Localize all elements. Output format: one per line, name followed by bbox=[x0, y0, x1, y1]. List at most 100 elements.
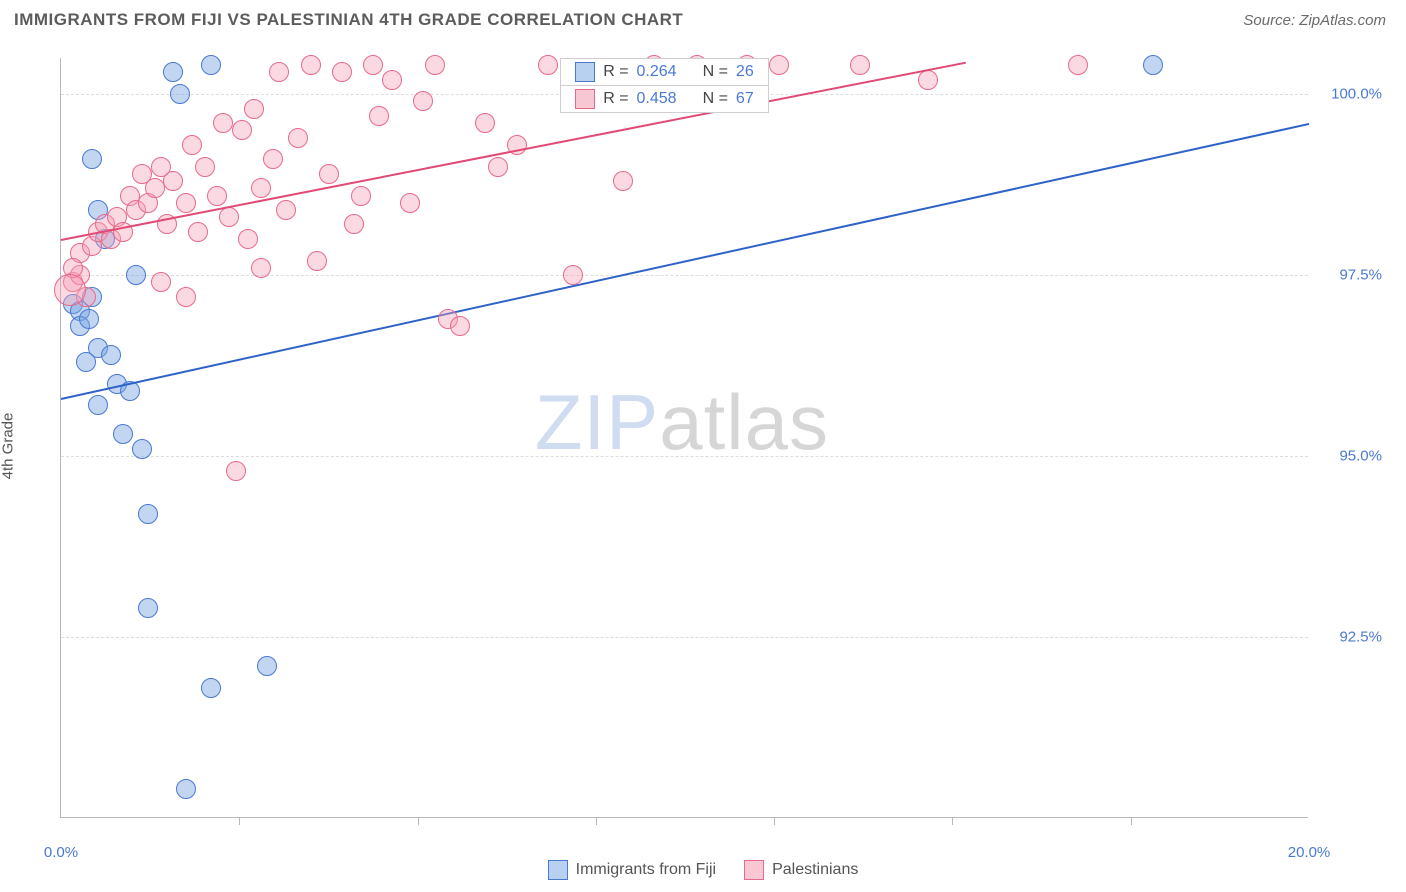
n-label: N = bbox=[703, 90, 728, 108]
x-tick bbox=[774, 817, 775, 825]
scatter-marker bbox=[251, 258, 271, 278]
scatter-marker bbox=[79, 309, 99, 329]
header: IMMIGRANTS FROM FIJI VS PALESTINIAN 4TH … bbox=[0, 0, 1406, 36]
legend-swatch bbox=[744, 860, 764, 880]
scatter-marker bbox=[918, 70, 938, 90]
scatter-marker bbox=[400, 193, 420, 213]
scatter-marker bbox=[344, 214, 364, 234]
scatter-marker bbox=[538, 55, 558, 75]
scatter-marker bbox=[288, 128, 308, 148]
scatter-marker bbox=[425, 55, 445, 75]
legend-label: Immigrants from Fiji bbox=[576, 861, 716, 879]
scatter-marker bbox=[319, 164, 339, 184]
scatter-marker bbox=[138, 598, 158, 618]
chart-container: 4th Grade ZIPatlas 92.5%95.0%97.5%100.0%… bbox=[14, 46, 1392, 846]
scatter-marker bbox=[151, 272, 171, 292]
scatter-marker bbox=[201, 55, 221, 75]
scatter-marker bbox=[251, 178, 271, 198]
legend-swatch bbox=[575, 89, 595, 109]
scatter-plot: ZIPatlas 92.5%95.0%97.5%100.0%0.0%20.0%R… bbox=[60, 58, 1308, 818]
scatter-marker bbox=[207, 186, 227, 206]
scatter-marker bbox=[613, 171, 633, 191]
r-label: R = bbox=[603, 63, 628, 81]
scatter-marker bbox=[1143, 55, 1163, 75]
n-label: N = bbox=[703, 63, 728, 81]
scatter-marker bbox=[269, 62, 289, 82]
x-tick-label: 0.0% bbox=[44, 844, 78, 861]
legend-label: Palestinians bbox=[772, 861, 858, 879]
scatter-marker bbox=[113, 424, 133, 444]
r-label: R = bbox=[603, 90, 628, 108]
scatter-marker bbox=[232, 120, 252, 140]
n-value: 67 bbox=[736, 90, 754, 108]
scatter-marker bbox=[1068, 55, 1088, 75]
y-axis-label: 4th Grade bbox=[0, 413, 17, 480]
scatter-marker bbox=[82, 149, 102, 169]
series-legend: Immigrants from Fiji Palestinians bbox=[0, 860, 1406, 880]
gridline bbox=[61, 637, 1308, 638]
scatter-marker bbox=[201, 678, 221, 698]
scatter-marker bbox=[363, 55, 383, 75]
x-tick bbox=[239, 817, 240, 825]
scatter-marker bbox=[132, 439, 152, 459]
legend-swatch bbox=[548, 860, 568, 880]
x-tick bbox=[418, 817, 419, 825]
scatter-marker bbox=[163, 171, 183, 191]
scatter-marker bbox=[213, 113, 233, 133]
scatter-marker bbox=[126, 265, 146, 285]
scatter-marker bbox=[54, 274, 86, 306]
y-tick-label: 100.0% bbox=[1331, 86, 1382, 103]
legend-item: Immigrants from Fiji bbox=[548, 860, 716, 880]
scatter-marker bbox=[351, 186, 371, 206]
scatter-marker bbox=[769, 55, 789, 75]
x-tick bbox=[1131, 817, 1132, 825]
scatter-marker bbox=[138, 504, 158, 524]
scatter-marker bbox=[176, 287, 196, 307]
scatter-marker bbox=[301, 55, 321, 75]
scatter-marker bbox=[276, 200, 296, 220]
gridline bbox=[61, 456, 1308, 457]
scatter-marker bbox=[450, 316, 470, 336]
scatter-marker bbox=[475, 113, 495, 133]
gridline bbox=[61, 275, 1308, 276]
scatter-marker bbox=[257, 656, 277, 676]
scatter-marker bbox=[163, 62, 183, 82]
scatter-marker bbox=[195, 157, 215, 177]
scatter-marker bbox=[170, 84, 190, 104]
scatter-marker bbox=[413, 91, 433, 111]
x-tick bbox=[596, 817, 597, 825]
scatter-marker bbox=[76, 352, 96, 372]
x-tick-label: 20.0% bbox=[1288, 844, 1331, 861]
scatter-marker bbox=[182, 135, 202, 155]
watermark: ZIPatlas bbox=[535, 377, 829, 468]
scatter-marker bbox=[188, 222, 208, 242]
stats-legend-row: R = 0.458 N = 67 bbox=[561, 86, 768, 112]
r-value: 0.458 bbox=[637, 90, 677, 108]
scatter-marker bbox=[219, 207, 239, 227]
scatter-marker bbox=[850, 55, 870, 75]
scatter-marker bbox=[176, 193, 196, 213]
scatter-marker bbox=[369, 106, 389, 126]
source-attribution: Source: ZipAtlas.com bbox=[1243, 12, 1386, 29]
scatter-marker bbox=[263, 149, 283, 169]
n-value: 26 bbox=[736, 63, 754, 81]
y-tick-label: 97.5% bbox=[1339, 267, 1382, 284]
x-tick bbox=[952, 817, 953, 825]
y-tick-label: 92.5% bbox=[1339, 629, 1382, 646]
scatter-marker bbox=[226, 461, 246, 481]
scatter-marker bbox=[332, 62, 352, 82]
stats-legend: R = 0.264 N = 26 R = 0.458 N = 67 bbox=[560, 58, 769, 113]
scatter-marker bbox=[244, 99, 264, 119]
legend-swatch bbox=[575, 62, 595, 82]
scatter-marker bbox=[307, 251, 327, 271]
scatter-marker bbox=[101, 345, 121, 365]
r-value: 0.264 bbox=[637, 63, 677, 81]
scatter-marker bbox=[238, 229, 258, 249]
scatter-marker bbox=[176, 779, 196, 799]
scatter-marker bbox=[382, 70, 402, 90]
y-tick-label: 95.0% bbox=[1339, 448, 1382, 465]
scatter-marker bbox=[563, 265, 583, 285]
trend-line bbox=[61, 123, 1309, 400]
scatter-marker bbox=[488, 157, 508, 177]
scatter-marker bbox=[145, 178, 165, 198]
